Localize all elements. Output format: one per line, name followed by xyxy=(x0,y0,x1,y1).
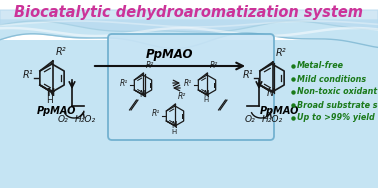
Polygon shape xyxy=(0,40,378,188)
Text: Biocatalytic dehydroaromatization system: Biocatalytic dehydroaromatization system xyxy=(14,5,364,20)
Text: Mild conditions: Mild conditions xyxy=(297,74,366,83)
Text: N: N xyxy=(266,87,274,98)
Text: R²: R² xyxy=(177,92,186,101)
Text: H: H xyxy=(203,98,208,104)
Text: R²: R² xyxy=(145,61,153,70)
Text: R²: R² xyxy=(276,48,287,58)
Text: N: N xyxy=(139,90,144,99)
Text: H: H xyxy=(46,96,53,105)
Text: R²: R² xyxy=(56,47,67,57)
Text: O₂: O₂ xyxy=(245,115,256,124)
Text: R¹: R¹ xyxy=(22,70,33,80)
Text: R¹: R¹ xyxy=(120,79,128,87)
FancyBboxPatch shape xyxy=(108,34,274,140)
Text: Metal-free: Metal-free xyxy=(297,61,344,70)
Text: Broad substrate scope: Broad substrate scope xyxy=(297,101,378,109)
Text: R¹: R¹ xyxy=(242,70,253,80)
Text: N: N xyxy=(171,121,177,130)
Text: H₂O₂: H₂O₂ xyxy=(74,115,96,124)
Text: PpMAO: PpMAO xyxy=(36,106,76,116)
Text: H: H xyxy=(171,129,176,134)
Text: N: N xyxy=(46,87,54,98)
Text: Up to >99% yield: Up to >99% yield xyxy=(297,114,375,123)
Text: R²: R² xyxy=(209,61,218,70)
Text: Non-toxic oxidant: Non-toxic oxidant xyxy=(297,87,377,96)
Text: PpMAO: PpMAO xyxy=(259,106,299,116)
Text: PpMAO: PpMAO xyxy=(146,48,194,61)
Text: O₂: O₂ xyxy=(57,115,68,124)
Text: R¹: R¹ xyxy=(184,79,192,87)
Text: N: N xyxy=(203,90,209,99)
Text: R¹: R¹ xyxy=(152,109,160,118)
Text: H₂O₂: H₂O₂ xyxy=(262,115,283,124)
